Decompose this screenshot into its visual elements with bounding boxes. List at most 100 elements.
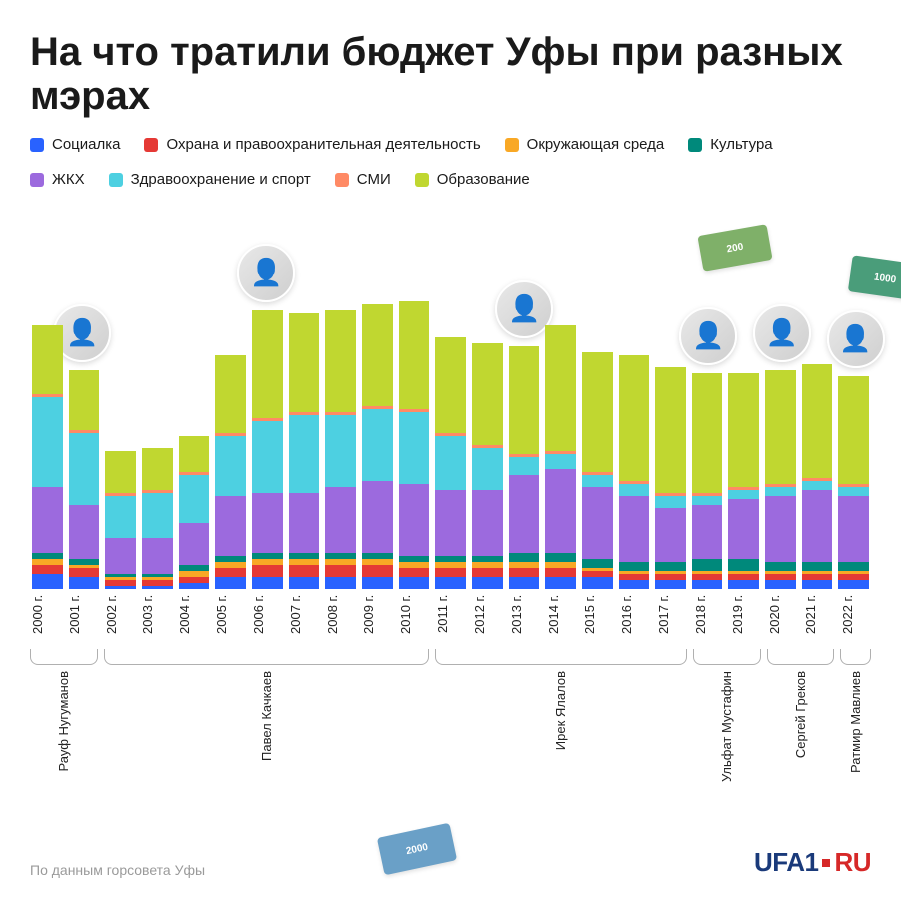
bar-segment-edu [802, 364, 833, 478]
bar-segment-health [252, 421, 283, 493]
bar-segment-social [545, 577, 576, 589]
legend-label: Образование [437, 171, 530, 188]
bar [215, 249, 246, 589]
x-label: 2007 г. [288, 595, 319, 645]
bar-segment-health [215, 436, 246, 496]
bar [619, 249, 650, 589]
bar-segment-health [545, 454, 576, 469]
bar-segment-culture [728, 559, 759, 571]
bar [582, 249, 613, 589]
bar [252, 249, 283, 589]
mayor-name: Ульфат Мустафин [719, 671, 735, 782]
bar [472, 249, 503, 589]
bar-segment-housing [692, 505, 723, 559]
legend-item: Здравоохранение и спорт [109, 171, 311, 188]
bar-segment-housing [765, 496, 796, 562]
bar-segment-health [32, 397, 63, 487]
bar-segment-edu [179, 436, 210, 472]
bar-segment-housing [582, 487, 613, 559]
bar-segment-social [289, 577, 320, 589]
bar-segment-social [252, 577, 283, 589]
bar-segment-social [728, 580, 759, 589]
bar-segment-edu [655, 367, 686, 493]
bar-segment-culture [692, 559, 723, 571]
bar-segment-health [619, 484, 650, 496]
bar-segment-social [692, 580, 723, 589]
bar-segment-social [802, 580, 833, 589]
bar-segment-edu [765, 370, 796, 484]
bar-segment-social [179, 583, 210, 589]
data-source: По данным горсовета Уфы [30, 862, 205, 878]
bar-segment-edu [838, 376, 869, 484]
legend-label: Охрана и правоохранительная деятельность [166, 136, 480, 153]
bar-segment-law [252, 565, 283, 577]
bar-segment-health [472, 448, 503, 490]
bar [509, 249, 540, 589]
bar [728, 249, 759, 589]
x-label: 2021 г. [803, 595, 834, 645]
bar-segment-law [509, 568, 540, 577]
bar-segment-housing [179, 523, 210, 565]
bar [692, 249, 723, 589]
bar-segment-health [655, 496, 686, 508]
bar-segment-law [69, 568, 100, 577]
x-label: 2011 г. [435, 595, 466, 645]
bar-segment-culture [765, 562, 796, 571]
bar-segment-housing [399, 484, 430, 556]
bar-segment-housing [545, 469, 576, 553]
bar-segment-edu [69, 370, 100, 430]
bar [289, 249, 320, 589]
x-label: 2014 г. [546, 595, 577, 645]
mayor-brace [435, 649, 687, 665]
x-label: 2002 г. [104, 595, 135, 645]
x-label: 2017 г. [656, 595, 687, 645]
legend-swatch [415, 173, 429, 187]
legend-item: ЖКХ [30, 171, 85, 188]
bar [399, 249, 430, 589]
bar-segment-social [215, 577, 246, 589]
mayor-groups: Рауф НугумановПавел КачкаевИрек ЯлаловУл… [30, 649, 871, 819]
bar-segment-health [582, 475, 613, 487]
bar-segment-law [399, 568, 430, 577]
bar-segment-housing [325, 487, 356, 553]
bar-segment-health [838, 487, 869, 496]
bar-segment-health [728, 490, 759, 499]
x-label: 2018 г. [693, 595, 724, 645]
mayor-name: Рауф Нугуманов [56, 671, 72, 771]
legend-item: Окружающая среда [505, 136, 665, 153]
legend: СоциалкаОхрана и правоохранительная деят… [30, 136, 790, 189]
legend-swatch [505, 138, 519, 152]
legend-swatch [688, 138, 702, 152]
legend-label: СМИ [357, 171, 391, 188]
legend-swatch [109, 173, 123, 187]
bar-segment-health [362, 409, 393, 481]
legend-label: Здравоохранение и спорт [131, 171, 311, 188]
bar-segment-edu [472, 343, 503, 445]
bar [765, 249, 796, 589]
bar-segment-housing [215, 496, 246, 556]
bar-segment-culture [802, 562, 833, 571]
bar-segment-housing [509, 475, 540, 553]
bar [325, 249, 356, 589]
bar-segment-law [545, 568, 576, 577]
bar-segment-social [472, 577, 503, 589]
bar-segment-edu [105, 451, 136, 493]
bar-segment-edu [399, 301, 430, 409]
bar-segment-social [325, 577, 356, 589]
x-label: 2012 г. [472, 595, 503, 645]
bar [655, 249, 686, 589]
x-label: 2009 г. [361, 595, 392, 645]
mayor-group: Ратмир Мавлиев [840, 649, 871, 773]
bar-segment-social [838, 580, 869, 589]
bar-segment-edu [692, 373, 723, 493]
x-label: 2005 г. [214, 595, 245, 645]
mayor-name: Ирек Ялалов [553, 671, 569, 750]
mayor-brace [767, 649, 835, 665]
bar-segment-housing [142, 538, 173, 574]
bar-segment-edu [582, 352, 613, 472]
bar-segment-health [435, 436, 466, 490]
mayor-group: Рауф Нугуманов [30, 649, 98, 771]
bar-segment-health [325, 415, 356, 487]
x-label: 2019 г. [730, 595, 761, 645]
x-label: 2006 г. [251, 595, 282, 645]
